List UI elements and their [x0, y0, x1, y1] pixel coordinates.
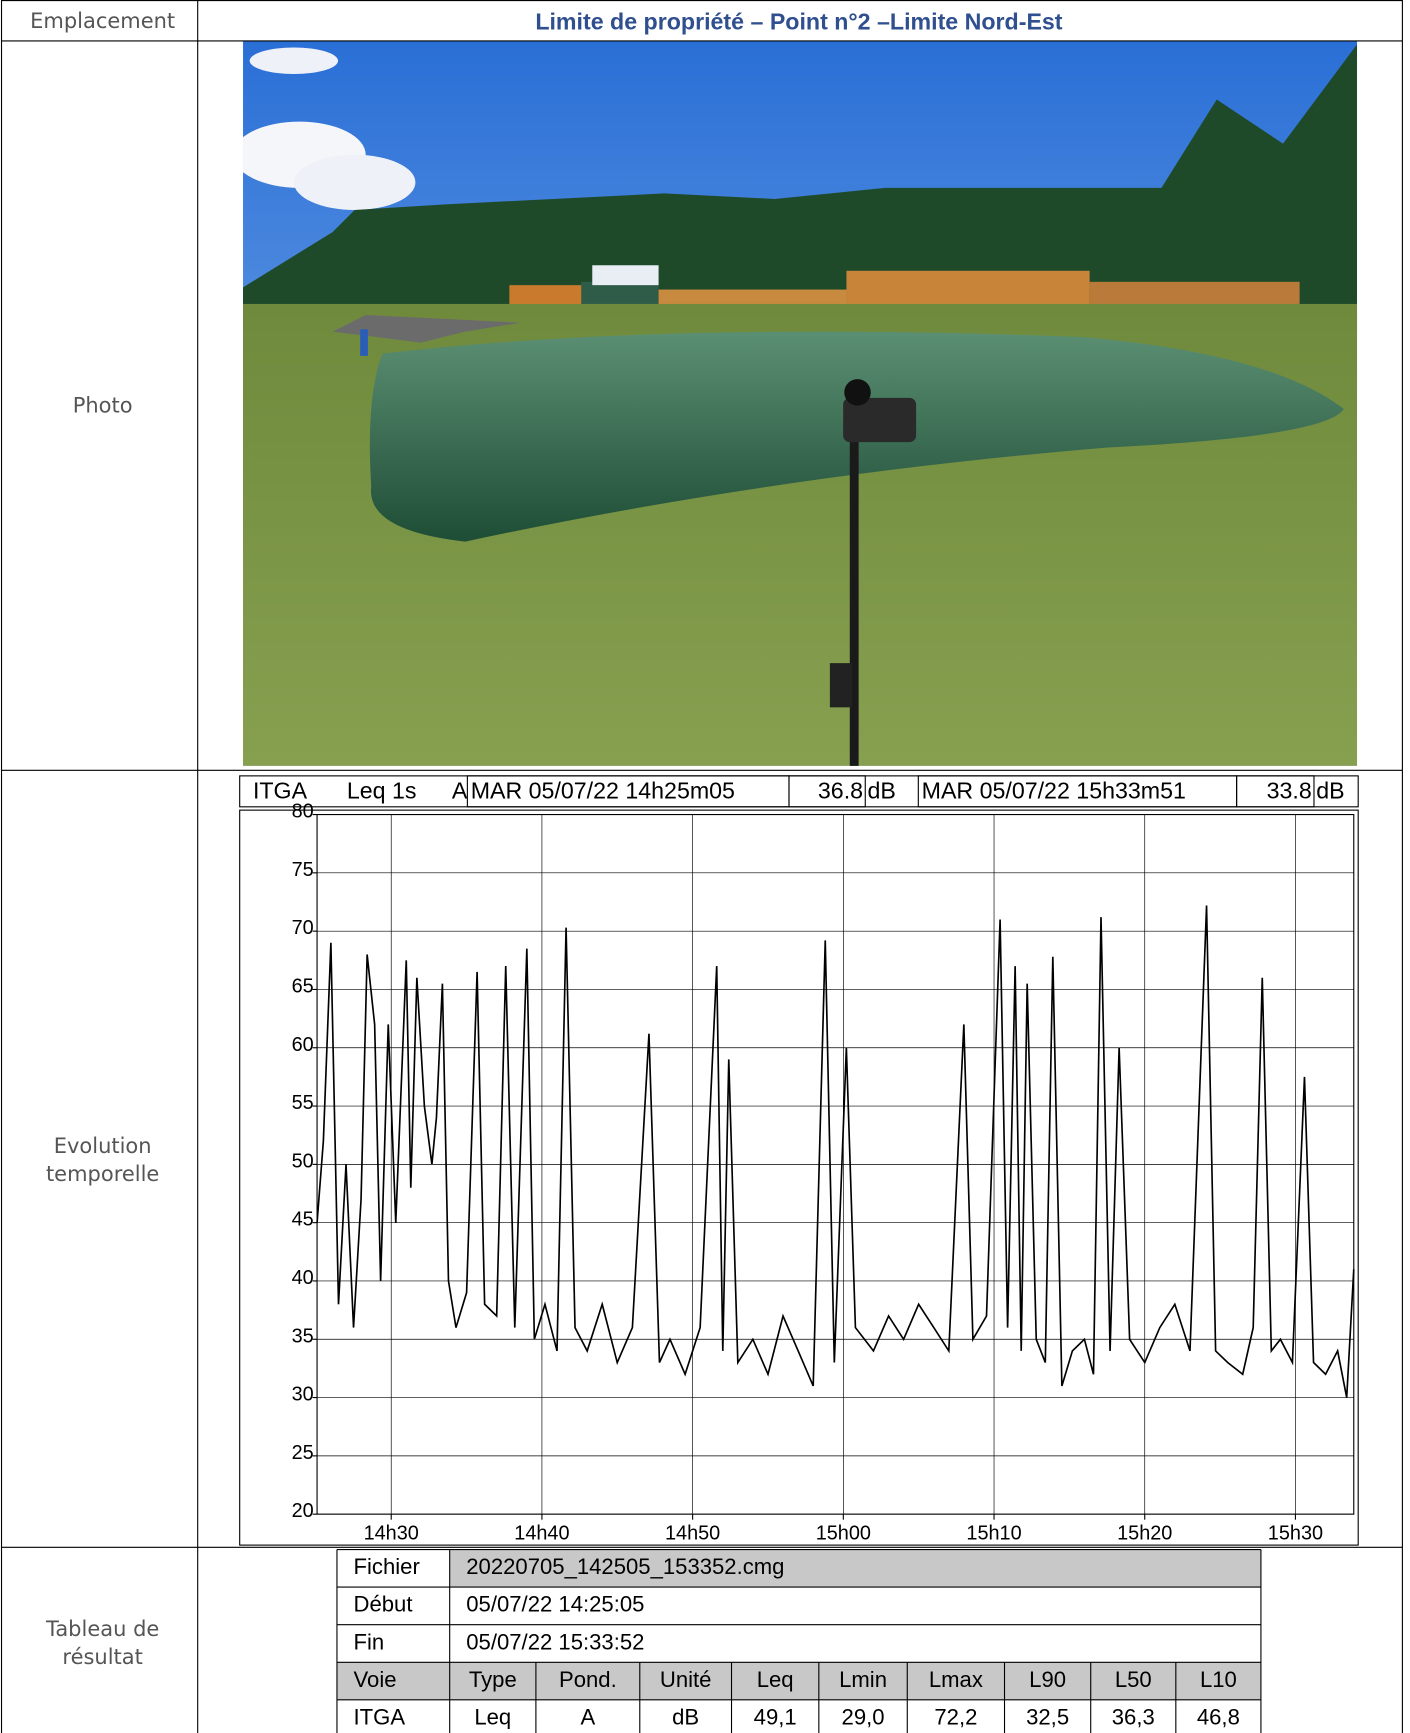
y-tick-label: 50 [292, 1150, 314, 1172]
location-label: Emplacement [30, 9, 175, 33]
y-tick-label: 55 [292, 1092, 314, 1114]
y-tick-label: 65 [292, 975, 314, 997]
cell-text: Type [469, 1667, 517, 1692]
x-tick-label: 14h40 [514, 1522, 569, 1544]
x-tick-label: 15h20 [1117, 1522, 1172, 1544]
row-label: temporelle [46, 1162, 159, 1186]
cell-text: 72,2 [934, 1704, 977, 1729]
cell-text: Fichier [354, 1554, 420, 1579]
chart-header-text: A [452, 778, 468, 804]
x-tick-label: 15h10 [966, 1522, 1021, 1544]
location-title: Limite de propriété – Point n°2 –Limite … [535, 8, 1062, 34]
cell-text: L50 [1115, 1667, 1152, 1692]
y-tick-label: 80 [292, 801, 314, 823]
chart-header-text: 33.8 [1267, 778, 1312, 804]
chart-header-text: ITGA [253, 778, 308, 804]
cell-text: 20220705_142505_153352.cmg [466, 1554, 784, 1579]
x-tick-label: 15h00 [816, 1522, 871, 1544]
cell-text: L90 [1029, 1667, 1066, 1692]
y-tick-label: 25 [292, 1442, 314, 1464]
cell-text: L10 [1200, 1667, 1237, 1692]
chart-header-text: MAR 05/07/22 14h25m05 [471, 778, 735, 804]
cell-text: 29,0 [842, 1704, 885, 1729]
cell-text: Unité [660, 1667, 712, 1692]
y-tick-label: 40 [292, 1267, 314, 1289]
chart-header-text: 36.8 [818, 778, 863, 804]
chart-header-box [788, 775, 866, 808]
chart-frame [239, 809, 1359, 1546]
y-tick-label: 45 [292, 1209, 314, 1231]
series-line [316, 905, 1355, 1398]
row-label: Evolution [54, 1134, 152, 1158]
cell-text: Fin [354, 1629, 385, 1654]
cell-text: 49,1 [754, 1704, 797, 1729]
y-tick-label: 35 [292, 1325, 314, 1347]
y-tick-label: 75 [292, 859, 314, 881]
y-tick-label: 70 [292, 917, 314, 939]
results-table: Fichier 20220705_142505_153352.cmg Début 05… [336, 1548, 1262, 1733]
chart-header-text: dB [1316, 778, 1344, 804]
cell-text: Lmax [929, 1667, 983, 1692]
cell-fill [336, 1662, 1261, 1700]
cell-text: 46,8 [1197, 1704, 1240, 1729]
chart: ITGA Leq 1s A MAR 05/07/22 14h25m05 36.8 MAR … [239, 775, 1359, 1546]
chart-header-text: MAR 05/07/22 15h33m51 [922, 778, 1186, 804]
x-tick-label: 15h30 [1268, 1522, 1323, 1544]
x-tick-label: 14h30 [364, 1522, 419, 1544]
chart-header-text: dB [867, 778, 895, 804]
row-label: Tableau de [45, 1617, 159, 1641]
chart-header-box [1236, 775, 1315, 808]
y-tick-label: 20 [292, 1500, 314, 1522]
chart-header-text: Leq 1s [347, 778, 417, 804]
cell-text: 32,5 [1026, 1704, 1069, 1729]
cell-text: Début [354, 1592, 413, 1617]
cell-text: A [580, 1704, 595, 1729]
cell-text: Lmin [839, 1667, 887, 1692]
y-tick-label: 30 [292, 1384, 314, 1406]
cell-text: 36,3 [1112, 1704, 1155, 1729]
x-tick-label: 14h50 [665, 1522, 720, 1544]
photo [243, 40, 1358, 766]
cell-text: 05/07/22 14:25:05 [466, 1592, 644, 1617]
cell-fill [449, 1549, 1261, 1588]
row-label: résultat [62, 1645, 142, 1669]
cell-text: 05/07/22 15:33:52 [466, 1629, 644, 1654]
row-label: Photo [73, 394, 133, 418]
y-tick-label: 60 [292, 1034, 314, 1056]
cell-text: dB [672, 1704, 699, 1729]
cell-text: Pond. [559, 1667, 617, 1692]
cell-text: ITGA [354, 1704, 406, 1729]
cell-text: Leq [474, 1704, 511, 1729]
cell-text: Leq [757, 1667, 794, 1692]
cell-text: Voie [354, 1667, 397, 1692]
